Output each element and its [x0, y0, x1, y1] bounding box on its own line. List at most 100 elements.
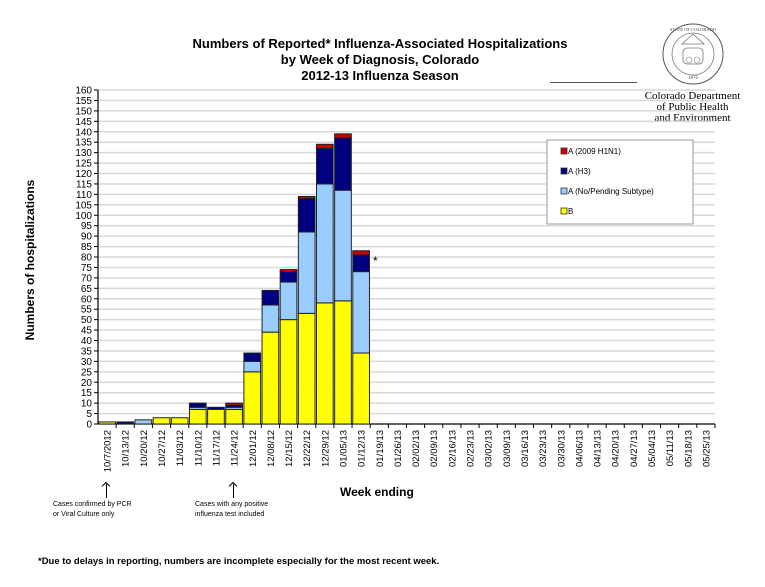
- y-tick-label: 40: [81, 336, 93, 347]
- svg-text:1876: 1876: [688, 76, 699, 81]
- y-tick-label: 80: [81, 253, 93, 264]
- y-tick-label: 25: [81, 367, 93, 378]
- incomplete-marker: *: [373, 254, 378, 268]
- y-tick-label: 70: [81, 273, 93, 284]
- bar-segment: [297, 198, 316, 233]
- bar-segment: [243, 352, 262, 362]
- bar-segment: [352, 352, 370, 425]
- y-tick-label: 30: [81, 357, 93, 368]
- x-tick-label: 01/26/13: [393, 430, 404, 467]
- y-tick-label: 20: [81, 378, 93, 389]
- note-pcr-line1: Cases confirmed by PCR: [53, 501, 132, 508]
- bar-segment: [315, 147, 334, 185]
- bar-segment: [243, 360, 262, 373]
- y-tick-label: 90: [81, 232, 93, 243]
- x-tick-label: 04/27/13: [629, 430, 640, 467]
- legend-label: A (H3): [568, 167, 591, 176]
- bar-segment: [334, 189, 352, 302]
- chart-title: Numbers of Reported* Influenza-Associate…: [140, 36, 620, 84]
- x-tick-label: 12/08/12: [266, 430, 277, 467]
- y-tick-label: 105: [75, 200, 92, 211]
- footnote: *Due to delays in reporting, numbers are…: [38, 556, 440, 567]
- note-any-test: Cases with any positive influenza test i…: [195, 500, 268, 520]
- bar-segment: [207, 408, 225, 425]
- x-tick-label: 03/23/13: [538, 430, 549, 467]
- y-tick-label: 115: [76, 179, 92, 190]
- bar-segment: [188, 402, 207, 408]
- x-tick-label: 05/04/13: [647, 430, 658, 467]
- x-tick-label: 03/30/13: [556, 430, 567, 467]
- legend-box: [546, 139, 694, 225]
- x-tick-label: 11/17/12: [211, 430, 222, 466]
- bar-segment: [315, 302, 334, 425]
- y-tick-label: 45: [81, 326, 93, 337]
- y-tick-label: 125: [75, 159, 92, 170]
- bar-segment: [261, 304, 280, 333]
- x-axis-label: Week ending: [340, 485, 414, 499]
- bar-segment: [334, 300, 352, 425]
- y-tick-label: 85: [81, 242, 93, 253]
- x-tick-label: 05/18/13: [683, 430, 694, 467]
- x-tick-label: 05/25/13: [701, 430, 712, 467]
- bar-segment: [98, 421, 116, 425]
- x-tick-label: 04/06/13: [574, 430, 585, 467]
- y-tick-label: 140: [75, 127, 92, 138]
- x-tick-label: 01/05/13: [338, 430, 349, 467]
- note-pcr-line2: or Viral Culture only: [53, 511, 115, 518]
- bar-segment: [334, 137, 352, 191]
- arrow-up-icon-left: [106, 484, 107, 498]
- org-name-line1: Colorado Department: [644, 90, 741, 102]
- x-tick-label: 05/11/13: [665, 430, 676, 466]
- bar-segment: [297, 195, 316, 200]
- legend-swatch: [560, 147, 568, 155]
- bar-segment: [261, 331, 280, 425]
- legend-label: B: [568, 207, 573, 216]
- y-tick-label: 5: [86, 409, 92, 420]
- y-tick-label: 65: [81, 284, 93, 295]
- logo-rule: [550, 82, 637, 83]
- bar-segment: [279, 269, 298, 273]
- y-tick-label: 75: [81, 263, 93, 274]
- bar-segment: [352, 254, 370, 273]
- legend-swatch: [560, 187, 568, 195]
- bar-segment: [352, 271, 370, 354]
- x-tick-label: 01/12/13: [357, 430, 368, 467]
- note-any-test-line1: Cases with any positive: [195, 501, 269, 508]
- x-tick-label: 04/13/13: [593, 430, 604, 467]
- x-tick-label: 11/24/12: [230, 430, 241, 466]
- x-tick-label: 12/01/12: [248, 430, 259, 467]
- bar-segment: [334, 133, 352, 139]
- x-tick-label: 02/23/13: [466, 430, 477, 467]
- bar-segment: [207, 406, 225, 410]
- y-tick-label: 50: [81, 315, 93, 326]
- note-pcr: Cases confirmed by PCR or Viral Culture …: [53, 500, 132, 520]
- y-tick-label: 10: [81, 399, 93, 410]
- y-tick-label: 120: [75, 169, 92, 180]
- bar-segment: [315, 143, 334, 149]
- y-tick-label: 55: [81, 305, 93, 316]
- x-tick-label: 03/16/13: [520, 430, 531, 467]
- chart-title-line3: 2012-13 Influenza Season: [301, 68, 459, 83]
- svg-text:STATE OF COLORADO: STATE OF COLORADO: [669, 27, 716, 32]
- chart-title-line2: by Week of Diagnosis, Colorado: [280, 52, 480, 67]
- y-tick-label: 35: [81, 346, 93, 357]
- note-any-test-line2: influenza test included: [195, 511, 265, 518]
- x-tick-label: 03/02/13: [484, 430, 495, 467]
- bar-segment: [352, 250, 370, 256]
- y-tick-label: 60: [81, 294, 93, 305]
- bar-segment: [152, 417, 171, 425]
- x-tick-label: 10/13/12: [121, 430, 132, 467]
- x-tick-label: 02/09/13: [429, 430, 440, 467]
- bar-segment: [297, 312, 316, 425]
- bar-segment: [188, 408, 207, 425]
- x-tick-label: 03/09/13: [502, 430, 513, 467]
- x-tick-label: 10/7/2012: [103, 430, 114, 472]
- x-tick-label: 12/29/12: [320, 430, 331, 467]
- arrow-up-icon-right: [233, 484, 234, 498]
- legend-swatch: [560, 167, 568, 175]
- org-name-line3: and Environment: [654, 112, 731, 124]
- bar-segment: [279, 271, 298, 283]
- y-tick-label: 160: [75, 86, 92, 97]
- bar-segment: [279, 319, 298, 425]
